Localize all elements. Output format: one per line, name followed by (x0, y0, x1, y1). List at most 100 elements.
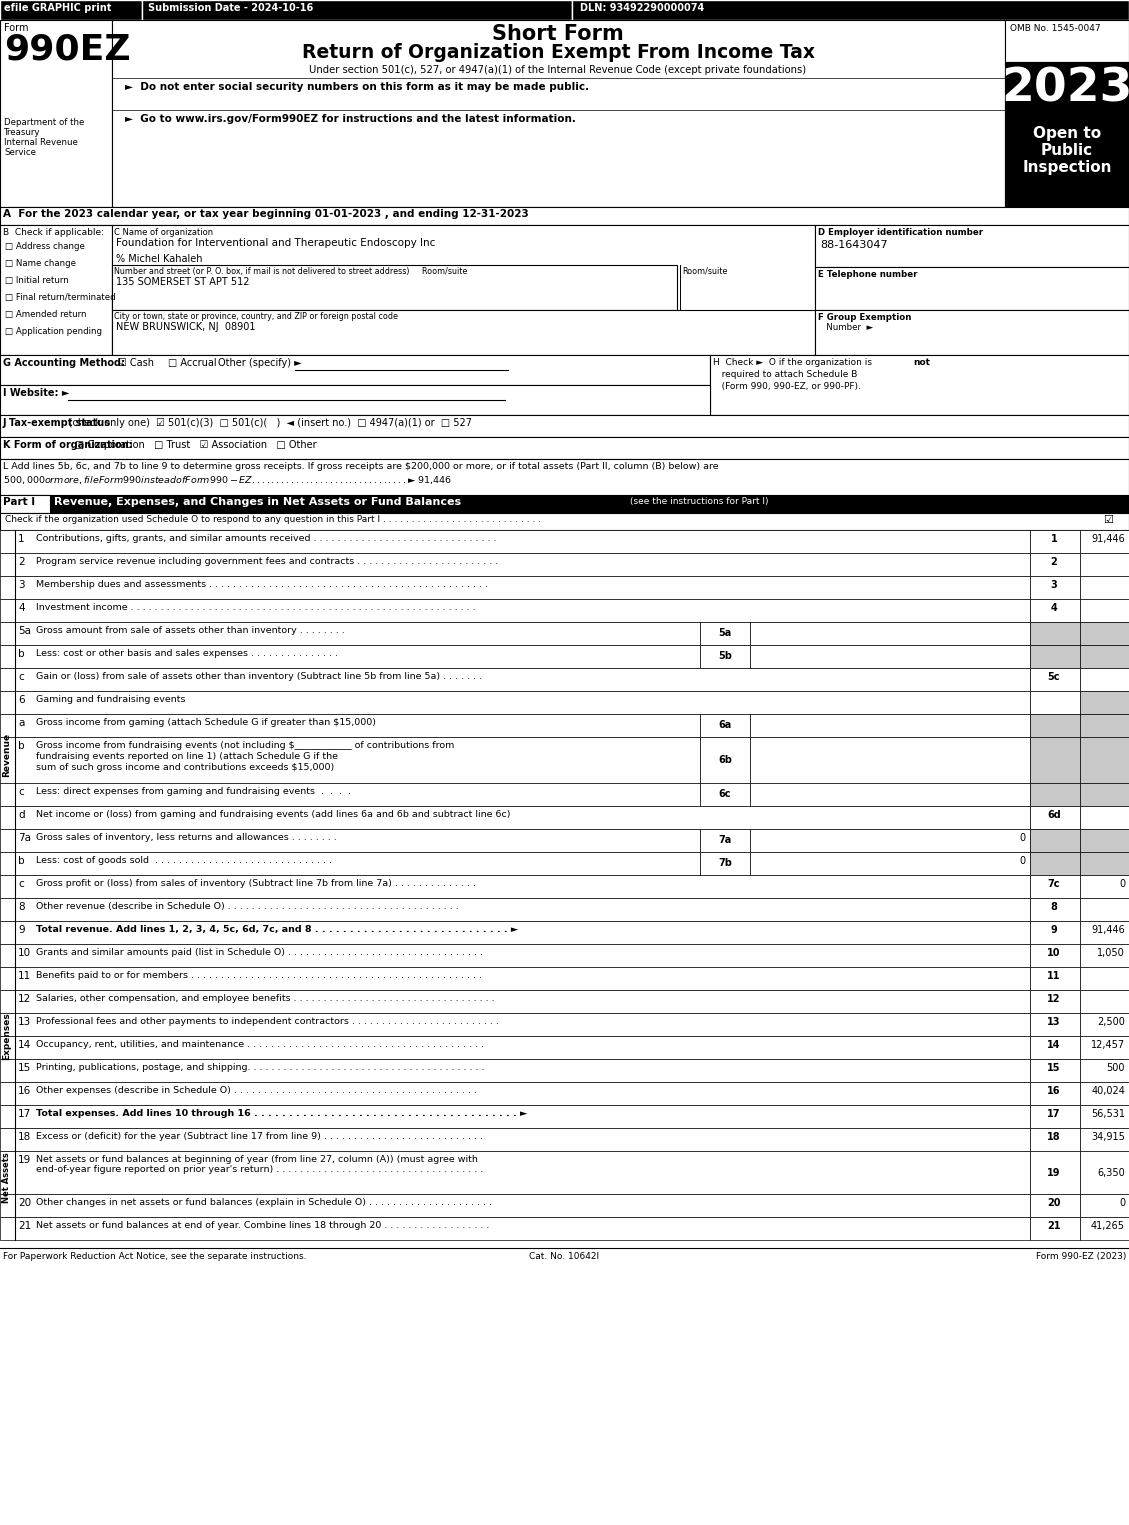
Text: 6: 6 (18, 695, 25, 705)
Bar (1080, 1083, 1129, 1106)
Text: 500: 500 (1106, 1063, 1124, 1074)
Text: Total revenue. Add lines 1, 2, 3, 4, 5c, 6d, 7c, and 8 . . . . . . . . . . . . .: Total revenue. Add lines 1, 2, 3, 4, 5c,… (36, 926, 518, 933)
Text: Expenses: Expenses (2, 1013, 11, 1060)
Text: sum of such gross income and contributions exceeds $15,000): sum of such gross income and contributio… (36, 762, 334, 772)
Text: Room/suite: Room/suite (682, 267, 727, 276)
Text: c: c (18, 878, 24, 889)
Bar (0, 990, 1030, 1013)
Text: Program service revenue including government fees and contracts . . . . . . . . : Program service revenue including govern… (36, 557, 498, 566)
Text: 8: 8 (1051, 901, 1058, 912)
Text: 18: 18 (18, 1132, 32, 1142)
Text: Total expenses. Add lines 10 through 16 . . . . . . . . . . . . . . . . . . . . : Total expenses. Add lines 10 through 16 … (36, 1109, 527, 1118)
Text: Department of the: Department of the (5, 117, 85, 127)
Text: 5c: 5c (1048, 673, 1060, 682)
Text: Short Form: Short Form (492, 24, 624, 44)
Text: Treasury: Treasury (5, 128, 41, 137)
Bar (1030, 531, 1080, 554)
Text: 19: 19 (18, 1154, 32, 1165)
Bar (0, 898, 1030, 921)
Bar (1030, 714, 1080, 737)
Text: □ Amended return: □ Amended return (5, 310, 87, 319)
Bar (1030, 1128, 1080, 1151)
Bar (0, 782, 700, 807)
Bar (0, 645, 700, 668)
Bar (1080, 967, 1129, 990)
Bar (0, 355, 710, 384)
Text: 19: 19 (1048, 1168, 1061, 1177)
Text: H  Check ►  O if the organization is: H Check ► O if the organization is (714, 358, 875, 368)
Text: 41,265: 41,265 (1091, 1222, 1124, 1231)
Bar (0, 226, 112, 355)
Bar (0, 1151, 1030, 1194)
Text: Investment income . . . . . . . . . . . . . . . . . . . . . . . . . . . . . . . : Investment income . . . . . . . . . . . … (36, 602, 475, 612)
Bar (0, 1194, 1030, 1217)
Text: 34,915: 34,915 (1091, 1132, 1124, 1142)
Bar (0, 1217, 1030, 1240)
Text: 990EZ: 990EZ (5, 32, 131, 66)
Bar (1080, 1194, 1129, 1217)
Text: Revenue, Expenses, and Changes in Net Assets or Fund Balances: Revenue, Expenses, and Changes in Net As… (54, 497, 461, 506)
Text: 16: 16 (1048, 1086, 1061, 1096)
Text: J Tax-exempt status: J Tax-exempt status (3, 418, 111, 429)
Bar (750, 645, 1030, 668)
Bar (112, 265, 677, 310)
Text: City or town, state or province, country, and ZIP or foreign postal code: City or town, state or province, country… (114, 313, 399, 320)
Bar (750, 830, 1030, 852)
Bar (1080, 944, 1129, 967)
Bar (700, 737, 750, 782)
Bar (700, 782, 750, 807)
Bar (1080, 554, 1129, 576)
Bar (1080, 898, 1129, 921)
Text: ☑ Cash: ☑ Cash (119, 358, 154, 368)
Bar (1005, 20, 1129, 63)
Text: 14: 14 (18, 1040, 32, 1051)
Text: Gross amount from sale of assets other than inventory . . . . . . . .: Gross amount from sale of assets other t… (36, 625, 344, 634)
Bar (815, 267, 1129, 310)
Bar (0, 1035, 1030, 1058)
Text: 3: 3 (18, 580, 25, 590)
Text: (check only one)  ☑ 501(c)(3)  □ 501(c)(   )  ◄ (insert no.)  □ 4947(a)(1) or  □: (check only one) ☑ 501(c)(3) □ 501(c)( )… (3, 418, 472, 429)
Bar (1030, 1151, 1080, 1194)
Bar (700, 830, 750, 852)
Bar (1080, 645, 1129, 668)
Text: 0: 0 (1018, 833, 1025, 843)
Text: Gross income from fundraising events (not including $____________ of contributio: Gross income from fundraising events (no… (36, 741, 454, 750)
Bar (1005, 120, 1129, 207)
Text: 1: 1 (1051, 534, 1058, 544)
Bar (0, 599, 1030, 622)
Bar (1030, 1013, 1080, 1035)
Text: Public: Public (1041, 143, 1093, 159)
Text: I Website: ►: I Website: ► (3, 387, 69, 398)
Text: Number and street (or P. O. box, if mail is not delivered to street address)    : Number and street (or P. O. box, if mail… (114, 267, 467, 276)
Text: Return of Organization Exempt From Income Tax: Return of Organization Exempt From Incom… (301, 43, 814, 63)
Bar (0, 20, 112, 207)
Text: end-of-year figure reported on prior year's return) . . . . . . . . . . . . . . : end-of-year figure reported on prior yea… (36, 1165, 483, 1174)
Text: Occupancy, rent, utilities, and maintenance . . . . . . . . . . . . . . . . . . : Occupancy, rent, utilities, and maintena… (36, 1040, 484, 1049)
Bar (112, 226, 815, 355)
Text: (Form 990, 990-EZ, or 990-PF).: (Form 990, 990-EZ, or 990-PF). (714, 381, 861, 390)
Bar (0, 668, 1030, 691)
Bar (1030, 944, 1080, 967)
Bar (1080, 807, 1129, 830)
Text: 4: 4 (1051, 602, 1058, 613)
Bar (0, 714, 700, 737)
Bar (1080, 1106, 1129, 1128)
Bar (815, 226, 1129, 267)
Bar (1030, 599, 1080, 622)
Text: 13: 13 (1048, 1017, 1061, 1026)
Bar (710, 355, 1129, 415)
Bar (700, 645, 750, 668)
Bar (0, 496, 1129, 512)
Text: Foundation for Interventional and Therapeutic Endoscopy Inc: Foundation for Interventional and Therap… (116, 238, 436, 249)
Bar (1030, 898, 1080, 921)
Text: Gaming and fundraising events: Gaming and fundraising events (36, 695, 185, 705)
Text: Net income or (loss) from gaming and fundraising events (add lines 6a and 6b and: Net income or (loss) from gaming and fun… (36, 810, 510, 819)
Bar (1080, 1128, 1129, 1151)
Text: Gross sales of inventory, less returns and allowances . . . . . . . .: Gross sales of inventory, less returns a… (36, 833, 336, 842)
Bar (1030, 921, 1080, 944)
Text: Net assets or fund balances at end of year. Combine lines 18 through 20 . . . . : Net assets or fund balances at end of ye… (36, 1222, 489, 1231)
Bar (1080, 668, 1129, 691)
Text: E Telephone number: E Telephone number (819, 270, 918, 279)
Text: A  For the 2023 calendar year, or tax year beginning 01-01-2023 , and ending 12-: A For the 2023 calendar year, or tax yea… (3, 209, 528, 220)
Bar (1030, 1194, 1080, 1217)
